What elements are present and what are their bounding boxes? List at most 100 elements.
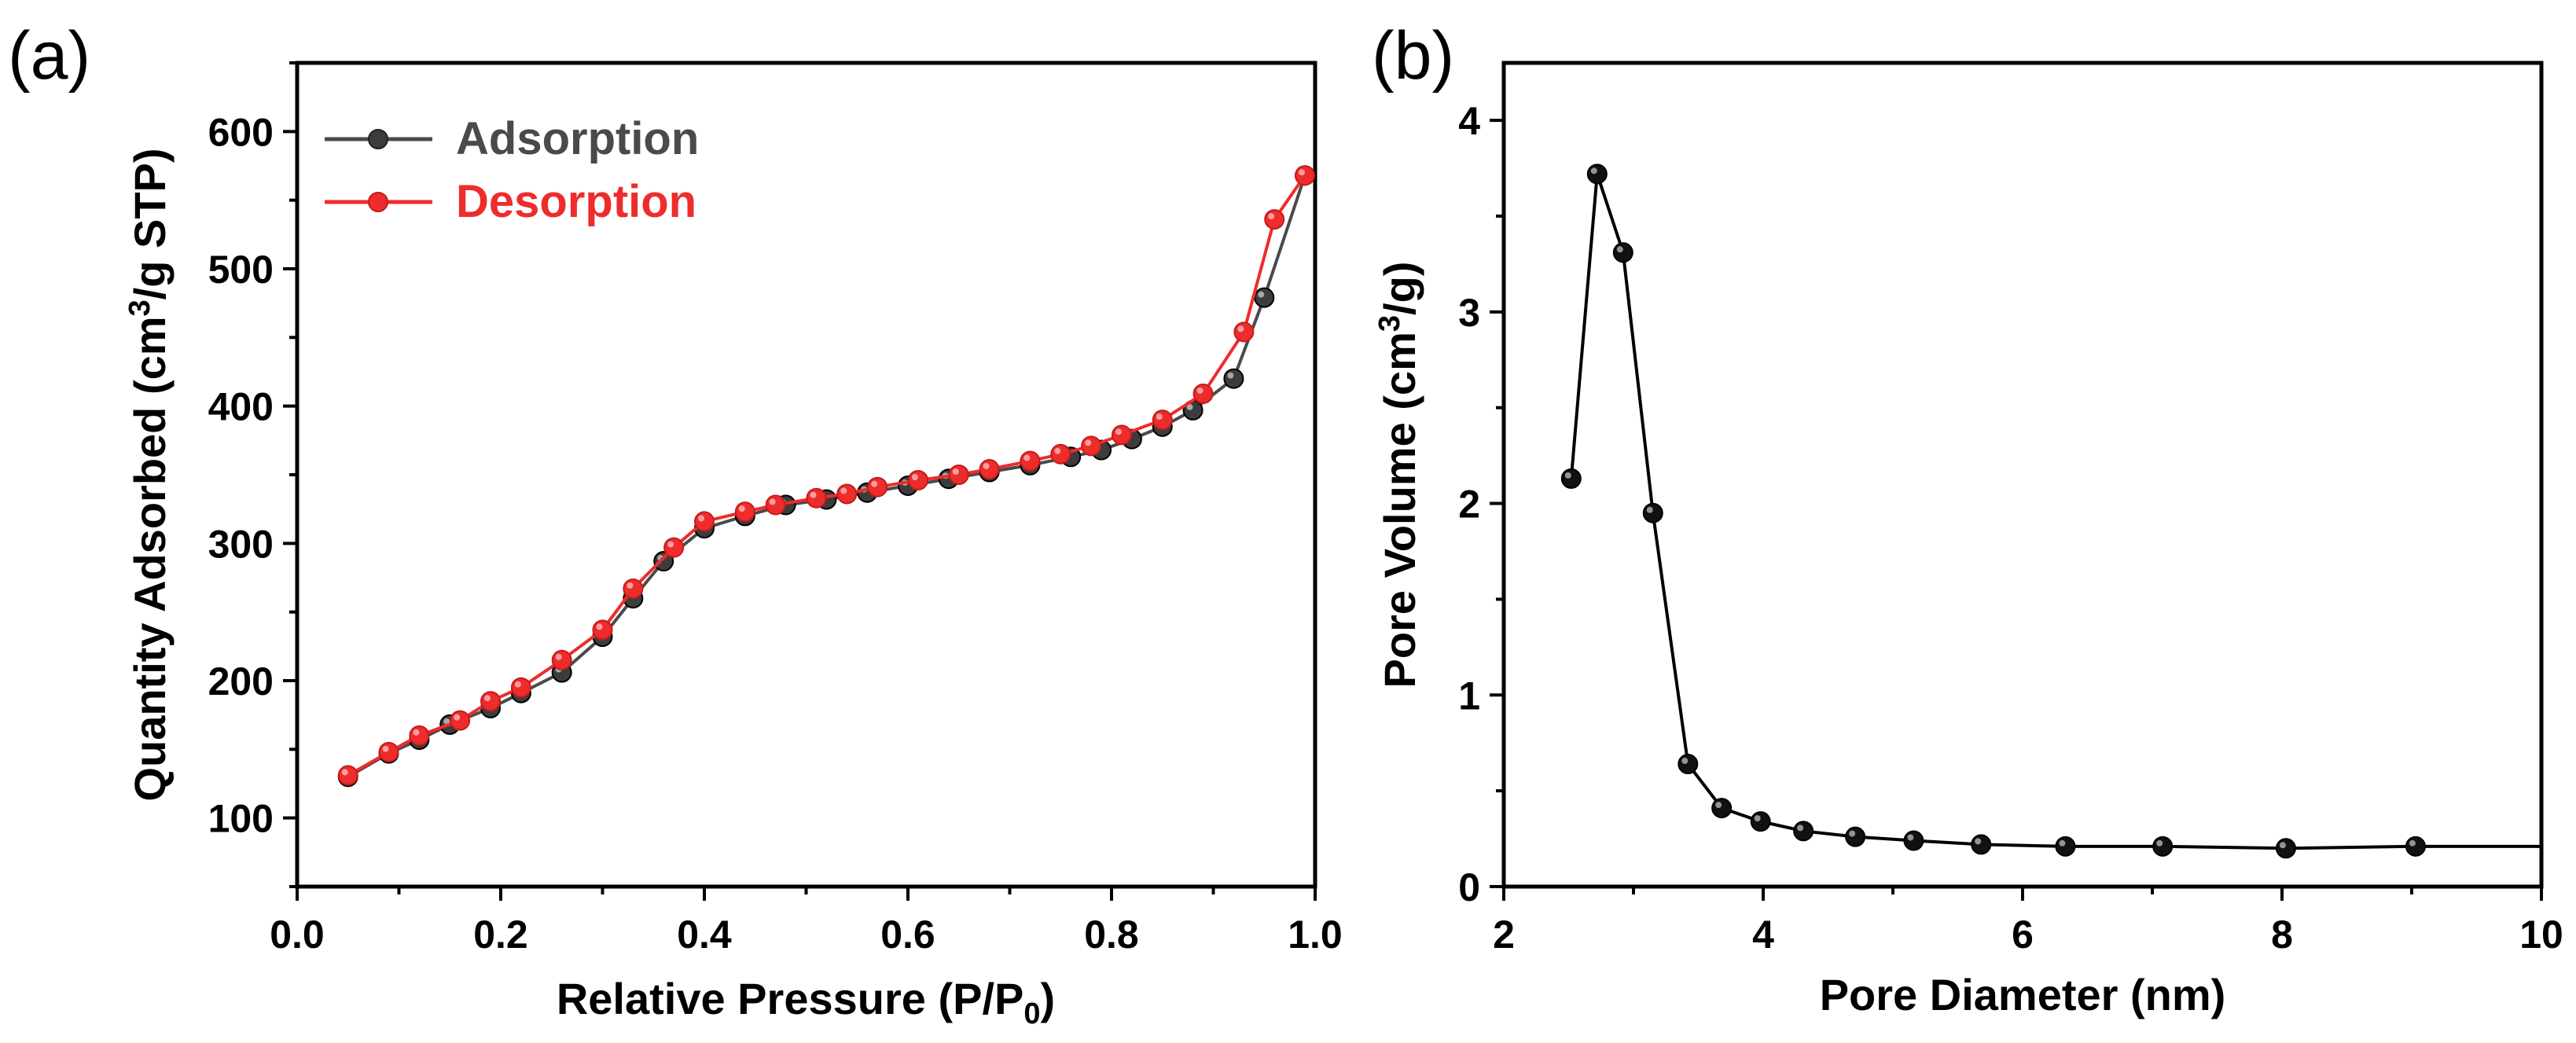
panel-b-x-axis-title: Pore Diameter (nm): [1820, 970, 2226, 1019]
panel-a-data-point-highlight: [484, 695, 491, 702]
panel-a-y-tick-label: 500: [208, 248, 274, 292]
panel-a-data-point: [663, 537, 685, 558]
panel-a-data-point: [806, 487, 827, 509]
panel-a-data-point-highlight: [1299, 169, 1306, 176]
panel-a-x-tick-label: 0.8: [1084, 913, 1139, 957]
panel-a-chart: (a) 0.0 0.2 0.4 0.6 0.8 1.0 100 200 300 400 500 600…: [8, 18, 1343, 1030]
panel-a-data-point-highlight: [382, 745, 389, 752]
panel-b-data-point: [2275, 838, 2296, 859]
panel-b-data-point: [1903, 830, 1924, 851]
panel-b-y-tick-label: 3: [1458, 291, 1480, 335]
panel-a-data-point-highlight: [1156, 413, 1163, 421]
panel-a-x-tick-label: 0.2: [473, 913, 528, 957]
panel-a-data-point: [979, 459, 1000, 480]
panel-a-series-line-1: [347, 174, 1306, 779]
panel-b-y-tick-label: 2: [1458, 483, 1480, 527]
panel-b-data-point: [1612, 242, 1633, 263]
panel-b-x-tick-label: 8: [2271, 913, 2293, 957]
panel-a-data-point: [592, 619, 613, 641]
panel-b-series-line-1: [1569, 172, 2541, 850]
panel-a-data-point: [907, 469, 928, 490]
panel-a-data-point-highlight: [983, 463, 990, 470]
panel-a-data-point-highlight: [555, 653, 562, 660]
panel-a-y-tick-label: 400: [208, 385, 274, 429]
panel-a-data-point: [1233, 321, 1255, 343]
panel-b-x-tick-label: 10: [2519, 913, 2563, 957]
panel-a-data-point-highlight: [514, 681, 521, 688]
panel-b-data-point: [1586, 163, 1608, 185]
panel-a-x-tick-label: 0.4: [677, 913, 732, 957]
panel-a-series-line-2: [347, 174, 1306, 777]
panel-a-y-tick-label: 200: [208, 659, 274, 703]
panel-a-data-point-highlight: [454, 714, 461, 721]
panel-b-data-point: [2152, 836, 2174, 857]
panel-b-data-point-highlight: [1715, 802, 1722, 809]
panel-a-data-point-highlight: [810, 491, 817, 498]
panel-a-data-point: [765, 494, 786, 516]
panel-a-data-point-highlight: [1023, 454, 1031, 461]
panel-b-data-point-highlight: [2059, 839, 2066, 847]
panel-a-data-point-highlight: [627, 582, 634, 589]
legend-desorption-marker: [368, 192, 388, 212]
panel-b-data-point-highlight: [1616, 246, 1623, 253]
panel-b-data-point-highlight: [1564, 472, 1571, 479]
panel-a-y-tick-label: 300: [208, 522, 274, 566]
panel-a-data-point: [1254, 287, 1275, 308]
panel-a-data-point: [836, 483, 858, 505]
panel-a-y-tick-label: 600: [208, 110, 274, 154]
panel-b-y-tick-label: 4: [1458, 99, 1480, 143]
panel-a-data-point: [1223, 368, 1244, 389]
panel-b-label: (b): [1372, 18, 1454, 94]
panel-a-data-point: [1081, 435, 1102, 457]
panel-a-data-point: [450, 710, 471, 731]
panel-b-series: [1560, 163, 2541, 859]
panel-a-data-point-highlight: [738, 505, 745, 512]
panel-b-x-tick-label: 6: [2012, 913, 2034, 957]
panel-b-data-point: [1793, 821, 1814, 842]
panel-a-data-point: [867, 476, 888, 498]
panel-a-data-point: [1020, 450, 1041, 472]
panel-b-data-point-highlight: [1590, 167, 1597, 174]
panel-a-ticks: 0.0 0.2 0.4 0.6 0.8 1.0 100 200 300 400 500 600: [208, 61, 1343, 957]
panel-b-data-point: [1642, 502, 1663, 523]
panel-a-legend: Adsorption Desorption: [325, 113, 699, 227]
panel-a-plot-frame: [295, 61, 1317, 889]
panel-a-data-point: [1264, 209, 1285, 230]
panel-a-data-point: [480, 691, 502, 712]
legend-desorption-label: Desorption: [456, 176, 696, 227]
panel-a-data-point: [1152, 409, 1173, 431]
panel-a-series: [337, 165, 1316, 788]
panel-b-y-tick-label: 1: [1458, 674, 1480, 718]
panel-b-data-point: [2055, 836, 2076, 857]
panel-b-data-point-highlight: [1907, 834, 1914, 841]
panel-a-y-axis-title: Quantity Adsorbed (cm3/g STP): [123, 148, 175, 801]
panel-a-data-point-highlight: [1227, 372, 1234, 379]
panel-b-y-axis-title: Pore Volume (cm3/g): [1373, 262, 1424, 689]
panel-b-data-point-highlight: [1849, 830, 1856, 837]
panel-a-data-point: [734, 501, 755, 523]
panel-a-data-point-highlight: [1115, 428, 1122, 435]
panel-a-data-point: [623, 578, 644, 599]
panel-b-x-tick-label: 4: [1752, 913, 1774, 957]
panel-b-data-point-highlight: [1797, 824, 1804, 832]
panel-b-ticks: 2 4 6 8 10 0 1 2 3 4: [1458, 99, 2563, 957]
panel-a-data-point-highlight: [698, 515, 704, 522]
panel-b-data-point: [1750, 811, 1771, 832]
panel-a-y-tick-label: 100: [208, 797, 274, 841]
panel-b-data-point-highlight: [1975, 838, 1982, 845]
panel-b-data-point: [1711, 798, 1733, 819]
panel-a-data-point-highlight: [1237, 325, 1244, 332]
panel-b-data-point-highlight: [2156, 839, 2163, 847]
panel-a-data-point: [948, 465, 969, 485]
panel-a-label: (a): [8, 18, 90, 94]
panel-b-chart: (b) 2 4 6 8 10 0 1 2 3 4 Pore Diameter (nm) Pore …: [1372, 18, 2563, 1019]
panel-a-data-point: [694, 511, 715, 532]
panel-a-data-point-highlight: [1258, 291, 1265, 298]
panel-b-data-point: [1845, 826, 1866, 847]
panel-a-data-point-highlight: [769, 498, 776, 505]
panel-b-plot-frame: [1501, 61, 2544, 889]
panel-a-data-point-highlight: [596, 623, 603, 630]
panel-a-data-point: [1111, 424, 1132, 446]
panel-a-data-point-highlight: [1054, 447, 1061, 454]
